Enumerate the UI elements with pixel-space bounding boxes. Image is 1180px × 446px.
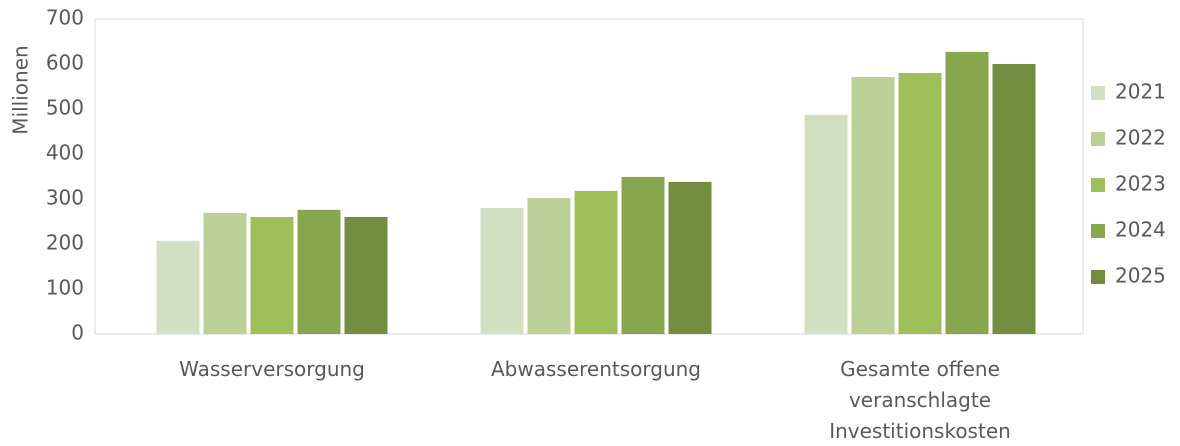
bar: [480, 208, 524, 334]
y-tick-label: 300: [46, 186, 84, 210]
bar: [203, 212, 247, 334]
y-tick-label: 700: [46, 6, 84, 30]
legend-label: 2022: [1115, 126, 1166, 150]
x-tick-label: Gesamte offene veranschlagte Investition…: [829, 357, 1011, 443]
bar: [851, 77, 895, 335]
y-tick-label: 200: [46, 231, 84, 255]
bar: [574, 190, 618, 334]
x-tick-label: Wasserversorgung: [179, 357, 365, 381]
bar: [156, 240, 200, 334]
legend-swatch: [1091, 178, 1105, 192]
bar: [898, 73, 942, 334]
y-tick-label: 600: [46, 51, 84, 75]
y-axis-title: Millionen: [9, 45, 33, 134]
legend-label: 2023: [1115, 172, 1166, 196]
bar: [621, 176, 665, 334]
bar: [527, 198, 571, 334]
y-tick-label: 100: [46, 276, 84, 300]
legend-label: 2024: [1115, 218, 1166, 242]
bar: [344, 217, 388, 334]
legend-swatch: [1091, 132, 1105, 146]
x-tick-label: Abwasserentsorgung: [490, 357, 701, 381]
bar: [668, 181, 712, 334]
bar: [945, 51, 989, 334]
legend-swatch: [1091, 270, 1105, 284]
bar: [804, 114, 848, 334]
bar: [992, 64, 1036, 334]
legend-swatch: [1091, 224, 1105, 238]
y-tick-label: 500: [46, 96, 84, 120]
y-tick-label: 400: [46, 141, 84, 165]
bar: [250, 217, 294, 334]
y-tick-label: 0: [71, 321, 84, 345]
legend-swatch: [1091, 86, 1105, 100]
legend-label: 2021: [1115, 80, 1166, 104]
legend-label: 2025: [1115, 264, 1166, 288]
bar: [297, 209, 341, 334]
